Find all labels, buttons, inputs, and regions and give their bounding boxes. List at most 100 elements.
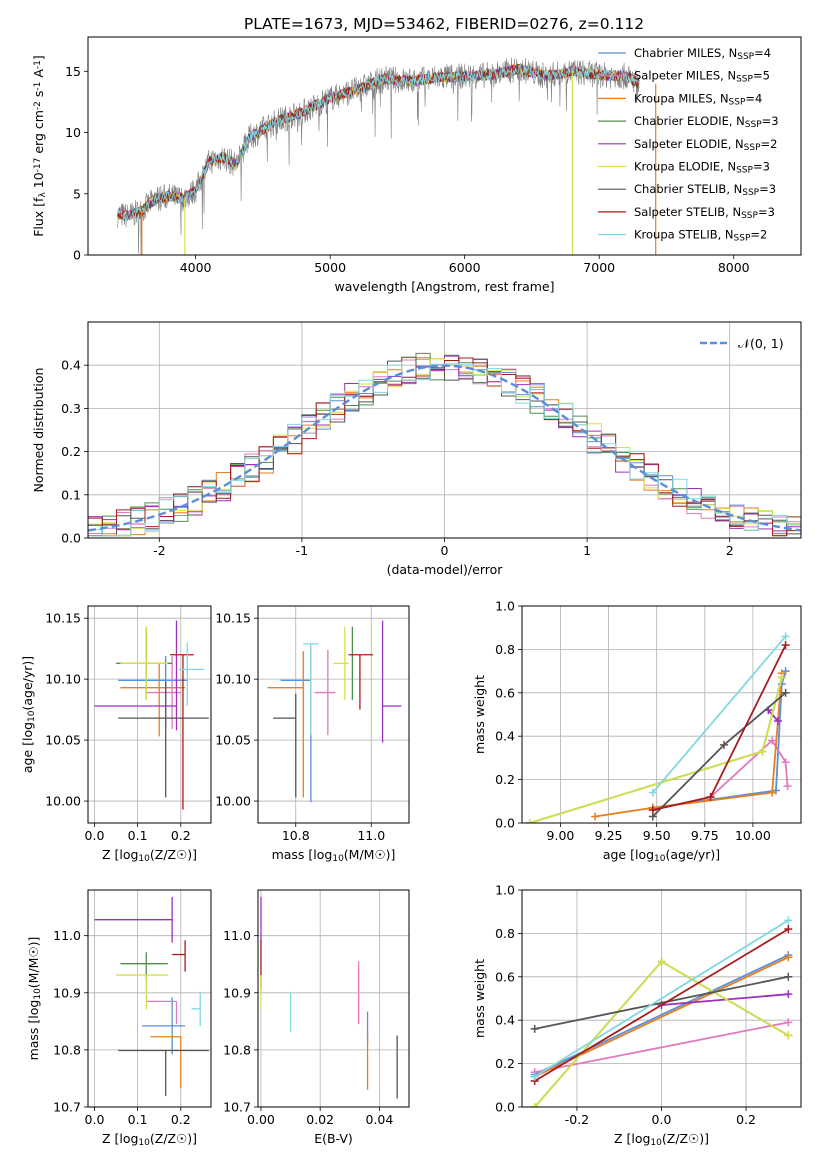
label-part: Kroupa STELIB, N bbox=[634, 228, 734, 242]
mass-vs-z-axes: 0.0 0.1 0.210.710.810.911.0Z [log10(Z/Z☉)]… bbox=[26, 889, 212, 1148]
weight-marker-kroupa_stelib bbox=[648, 788, 657, 797]
label-part: mass weight bbox=[472, 959, 487, 1038]
y-tick-label: 0.6 bbox=[495, 685, 515, 700]
y-tick-label: 0.4 bbox=[495, 1013, 515, 1028]
spectrum-axes: 4000 5000 6000 7000 8000 0 5 10 15 wavelength [An… bbox=[31, 36, 802, 294]
x-tick-label: 2 bbox=[726, 543, 734, 558]
legend-label-kroupa_miles: Kroupa MILES, NSSP=4 bbox=[634, 91, 762, 107]
y-axis-label: Normed distribution bbox=[31, 368, 46, 493]
x-tick-label: 5000 bbox=[314, 260, 346, 275]
label-part: (data-model)/error bbox=[387, 562, 504, 577]
histogram-kroupa_elodie bbox=[88, 357, 801, 537]
y-axis-label: mass [log10(M/M☉)] bbox=[26, 937, 43, 1061]
label-part: =3 bbox=[753, 160, 770, 174]
label-part: Salpeter MILES, N bbox=[634, 69, 736, 83]
label-part: log bbox=[631, 1131, 650, 1146]
label-part: (M/M☉)] bbox=[344, 847, 396, 862]
x-tick-label: 0.1 bbox=[128, 1112, 148, 1127]
label-part: mass [ bbox=[26, 1019, 41, 1061]
label-part: -17 bbox=[33, 158, 43, 173]
label-part: (age/yr)] bbox=[20, 656, 35, 711]
x-tick-label: 0.04 bbox=[365, 1112, 393, 1127]
x-tick-label: 1 bbox=[583, 543, 591, 558]
label-part: (Z/Z☉)] bbox=[662, 1131, 709, 1146]
label-part: log bbox=[635, 847, 654, 862]
weight-marker-kroupa_elodie bbox=[525, 819, 534, 823]
x-tick-label: 0.00 bbox=[247, 1112, 275, 1127]
mass-vs-z-plot-area bbox=[94, 896, 209, 1097]
label-part: λ bbox=[38, 192, 48, 198]
mass-vs-ebv-axes: 0.00 0.02 0.04 10.7 10.8 10.9 11.0 E(B-V) bbox=[223, 889, 410, 1146]
axes-frame bbox=[87, 36, 802, 256]
axes-frame bbox=[87, 605, 212, 824]
y-tick-label: 10.8 bbox=[223, 1042, 251, 1057]
label-part: Chabrier ELODIE, N bbox=[634, 114, 745, 128]
label-part: 10 bbox=[138, 1138, 150, 1148]
x-tick-label: 0.0 bbox=[85, 828, 105, 843]
label-part: =5 bbox=[753, 69, 770, 83]
weight-line-kroupa_stelib bbox=[652, 635, 787, 794]
axes-frame bbox=[521, 605, 802, 824]
x-tick-label: 4000 bbox=[180, 260, 212, 275]
weight-marker-kroupa_elodie bbox=[777, 673, 786, 682]
weight-marker-salpeter_stelib bbox=[648, 805, 657, 814]
histogram-kroupa_stelib bbox=[88, 363, 801, 537]
x-axis-label: mass [log10(M/M☉)] bbox=[272, 847, 396, 864]
y-tick-label: 10 bbox=[65, 125, 81, 140]
weight-line-salpeter_stelib bbox=[534, 928, 789, 1082]
y-tick-label: 0.6 bbox=[495, 969, 515, 984]
residuals-axes: -2 -1 0 1 2 0.0 0.1 0.2 0.3 0.4 (data-model)/error… bbox=[31, 321, 802, 577]
axes-frame bbox=[257, 605, 410, 824]
label-part: wavelength [Angstrom, rest frame] bbox=[334, 279, 554, 294]
label-part: erg cm bbox=[31, 110, 46, 158]
label-part: age [ bbox=[603, 847, 635, 862]
weight-marker-salpeter_elodie bbox=[784, 990, 793, 999]
y-tick-label: 0.8 bbox=[495, 642, 515, 657]
label-part: SSP bbox=[741, 211, 758, 221]
x-tick-label: -2 bbox=[153, 543, 165, 558]
weight-line-chabrier_miles bbox=[534, 954, 789, 1076]
weight-marker-salpeter_stelib bbox=[781, 641, 790, 650]
y-tick-label: 5 bbox=[73, 186, 81, 201]
weight-line-salpeter_elodie bbox=[767, 709, 779, 722]
axes-frame bbox=[521, 889, 802, 1108]
age-vs-z-plot-area bbox=[94, 620, 209, 810]
label-part: SSP bbox=[729, 98, 746, 108]
data-spectrum-line bbox=[117, 57, 640, 255]
label-part: =4 bbox=[754, 46, 771, 60]
label-part: log bbox=[26, 1000, 41, 1019]
label-part: age [ bbox=[20, 741, 35, 773]
weight-marker-kroupa_elodie bbox=[758, 747, 767, 756]
y-tick-label: 10.9 bbox=[53, 985, 81, 1000]
label-part: log bbox=[119, 1131, 138, 1146]
x-tick-label: 0.2 bbox=[736, 1112, 756, 1127]
y-tick-label: 10.05 bbox=[45, 733, 81, 748]
weight-line-salpeter_stelib bbox=[652, 644, 787, 811]
weight-marker-kroupa_stelib bbox=[530, 1072, 539, 1081]
label-part: =3 bbox=[758, 205, 775, 219]
label-part: -2 bbox=[33, 101, 43, 110]
x-tick-label: 11.0 bbox=[357, 828, 385, 843]
label-part: SSP bbox=[742, 188, 759, 198]
y-tick-label: 10.00 bbox=[45, 794, 81, 809]
label-part: Normed distribution bbox=[31, 368, 46, 493]
x-axis-label: wavelength [Angstrom, rest frame] bbox=[334, 279, 554, 294]
weight-marker-kroupa_elodie bbox=[530, 1103, 539, 1107]
label-part: -1 bbox=[33, 60, 43, 69]
label-part: Z [ bbox=[102, 847, 119, 862]
weight-marker-kroupa_miles bbox=[784, 953, 793, 962]
label-part: Z [ bbox=[614, 1131, 631, 1146]
y-tick-label: 1.0 bbox=[495, 883, 515, 898]
y-tick-label: 10.10 bbox=[45, 672, 81, 687]
x-tick-label: 9.50 bbox=[643, 828, 671, 843]
y-axis-label: age [log10(age/yr)] bbox=[20, 656, 37, 773]
y-tick-label: 0.2 bbox=[495, 1056, 515, 1071]
weight-marker-salpeter_miles bbox=[781, 758, 790, 767]
y-tick-label: 0.0 bbox=[495, 1100, 515, 1115]
label-part: s bbox=[31, 91, 46, 102]
x-tick-label: 0 bbox=[441, 543, 449, 558]
weight-marker-chabrier_stelib bbox=[720, 740, 729, 749]
x-tick-label: 9.25 bbox=[595, 828, 623, 843]
weight-line-chabrier_elodie bbox=[529, 677, 783, 823]
